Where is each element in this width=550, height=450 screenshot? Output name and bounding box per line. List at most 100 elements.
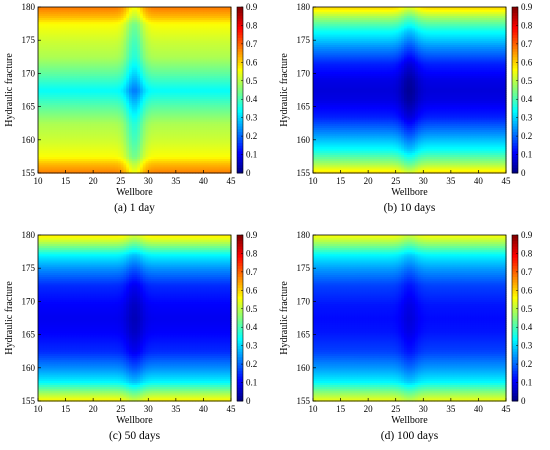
- heatmap-cell: [219, 143, 224, 147]
- heatmap-cell: [217, 85, 221, 89]
- heatmap-cell: [51, 100, 56, 104]
- heatmap-cell: [57, 38, 61, 41]
- heatmap-cell: [170, 102, 174, 106]
- heatmap-cell: [156, 40, 160, 43]
- heatmap-cell: [211, 102, 216, 106]
- heatmap-cell: [123, 133, 127, 137]
- heatmap-cell: [60, 121, 64, 124]
- heatmap-cell: [131, 119, 136, 122]
- heatmap-cell: [189, 160, 193, 164]
- heatmap-cell: [222, 75, 227, 79]
- heatmap-cell: [76, 160, 80, 164]
- heatmap-cell: [211, 48, 216, 52]
- heatmap-cell: [142, 152, 147, 155]
- heatmap-cell: [84, 27, 89, 31]
- heatmap-cell: [117, 116, 122, 120]
- heatmap-cell: [142, 139, 147, 143]
- heatmap-cell: [82, 52, 86, 56]
- heatmap-cell: [90, 92, 94, 95]
- heatmap-cell: [153, 92, 158, 95]
- heatmap-cell: [140, 106, 144, 110]
- heatmap-cell: [54, 162, 58, 166]
- heatmap-cell: [173, 77, 177, 81]
- heatmap-cell: [104, 170, 108, 174]
- heatmap-cell: [87, 168, 91, 172]
- heatmap-cell: [38, 148, 42, 151]
- heatmap-cell: [206, 38, 210, 41]
- heatmap-cell: [156, 106, 160, 110]
- heatmap-cell: [106, 71, 111, 75]
- heatmap-cell: [112, 139, 116, 143]
- heatmap-cell: [79, 150, 83, 153]
- heatmap-cell: [148, 29, 152, 33]
- heatmap-cell: [65, 96, 69, 99]
- heatmap-cell: [49, 119, 53, 122]
- heatmap-cell: [162, 131, 166, 135]
- heatmap-cell: [46, 114, 50, 118]
- heatmap-cell: [217, 65, 221, 68]
- heatmap-cell: [109, 77, 114, 81]
- heatmap-cell: [73, 141, 78, 145]
- heatmap-cell: [211, 69, 216, 72]
- heatmap-cell: [162, 77, 166, 81]
- heatmap-cell: [208, 104, 213, 108]
- heatmap-cell: [217, 87, 221, 91]
- heatmap-cell: [51, 168, 56, 172]
- heatmap-cell: [137, 143, 141, 147]
- heatmap-cell: [60, 116, 64, 120]
- heatmap-cell: [228, 121, 232, 124]
- heatmap-cell: [43, 27, 47, 31]
- heatmap-cell: [200, 116, 205, 120]
- heatmap-cell: [71, 106, 75, 110]
- heatmap-cell: [214, 170, 218, 174]
- heatmap-cell: [93, 110, 97, 114]
- heatmap-cell: [68, 127, 72, 131]
- heatmap-cell: [117, 102, 122, 106]
- heatmap-cell: [228, 123, 232, 126]
- heatmap-cell: [217, 46, 221, 50]
- heatmap-cell: [128, 127, 133, 131]
- heatmap-cell: [54, 87, 58, 91]
- heatmap-cell: [167, 96, 171, 99]
- heatmap-cell: [203, 92, 207, 95]
- heatmap-cell: [65, 58, 69, 62]
- heatmap-cell: [151, 63, 155, 66]
- heatmap-cell: [228, 146, 232, 149]
- heatmap-cell: [79, 121, 83, 124]
- heatmap-cell: [106, 44, 111, 48]
- heatmap-cell: [79, 33, 83, 37]
- heatmap-cell: [73, 129, 78, 133]
- heatmap-cell: [38, 166, 42, 170]
- heatmap-cell: [126, 92, 130, 95]
- heatmap-cell: [115, 139, 119, 143]
- heatmap-cell: [184, 92, 188, 95]
- heatmap-cell: [197, 119, 202, 122]
- heatmap-cell: [192, 143, 196, 147]
- heatmap-cell: [79, 29, 83, 33]
- heatmap-cell: [228, 104, 232, 108]
- heatmap-cell: [217, 33, 221, 37]
- heatmap-cell: [95, 54, 100, 58]
- heatmap-cell: [214, 52, 218, 56]
- heatmap-cell: [228, 58, 232, 62]
- heatmap-cell: [197, 60, 202, 64]
- heatmap-cell: [192, 96, 196, 99]
- heatmap-cell: [128, 164, 133, 168]
- heatmap-cell: [126, 73, 130, 77]
- heatmap-cell: [134, 94, 138, 97]
- heatmap-cell: [159, 135, 163, 139]
- heatmap-cell: [126, 96, 130, 99]
- heatmap-cell: [60, 154, 64, 157]
- heatmap-cell: [51, 69, 56, 72]
- heatmap-cell: [228, 40, 232, 43]
- heatmap-cell: [65, 42, 69, 45]
- heatmap-cell: [93, 108, 97, 112]
- heatmap-cell: [104, 54, 108, 58]
- heatmap-cell: [186, 108, 191, 112]
- heatmap-cell: [173, 131, 177, 135]
- heatmap-cell: [112, 58, 116, 62]
- heatmap-cell: [178, 123, 182, 126]
- heatmap-cell: [131, 31, 136, 35]
- heatmap-cell: [79, 52, 83, 56]
- heatmap-cell: [84, 135, 89, 139]
